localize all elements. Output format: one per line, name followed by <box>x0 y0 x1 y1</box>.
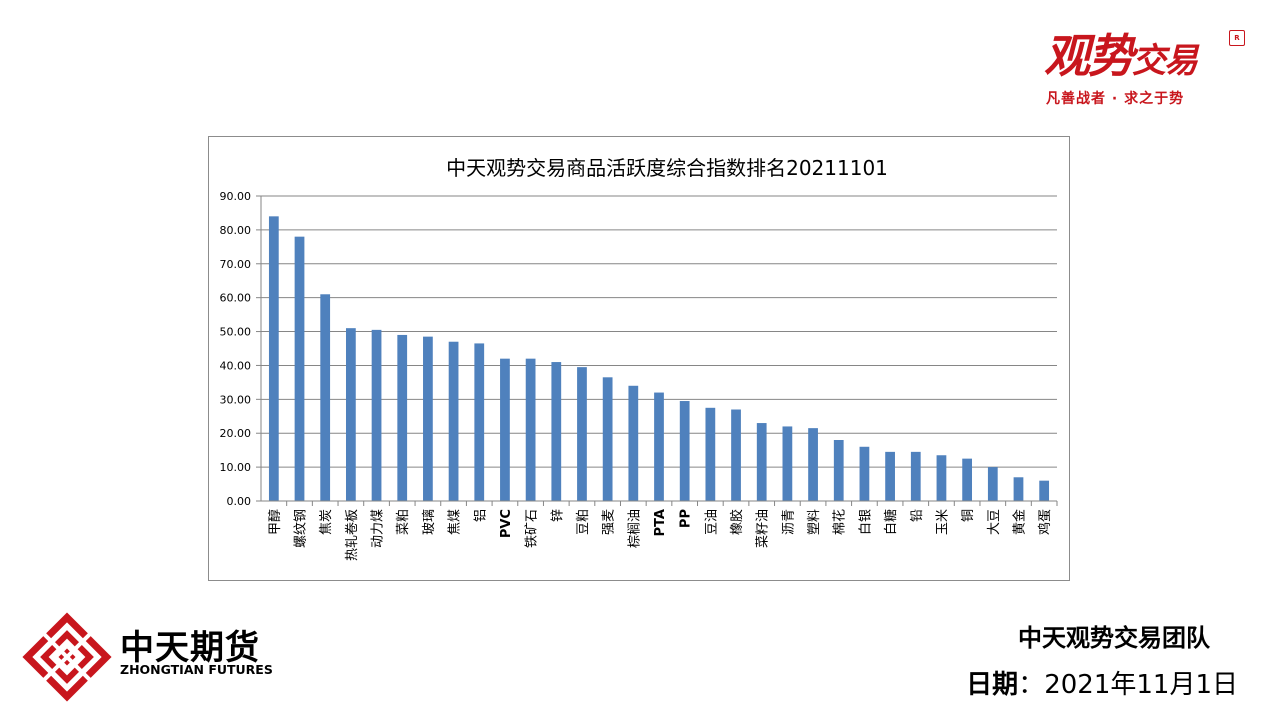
x-tick-label: 热轧卷板 <box>344 509 360 561</box>
x-tick-label: 塑料 <box>807 509 822 535</box>
bar <box>345 328 356 501</box>
bar <box>679 401 690 501</box>
zhongtian-logo-icon <box>22 612 112 702</box>
company-name-cn: 中天期货 <box>120 628 260 668</box>
x-tick-label: 白银 <box>857 509 873 535</box>
bar <box>551 362 562 501</box>
bar <box>987 467 998 501</box>
bar <box>602 377 613 501</box>
bar <box>936 455 947 501</box>
brand-slogan: 凡善战者 · 求之于势 <box>1046 91 1185 107</box>
y-tick-label: 0.00 <box>227 495 252 508</box>
x-tick-label: 螺纹钢 <box>294 509 309 548</box>
bar <box>731 409 741 501</box>
bar <box>397 334 408 501</box>
y-tick-label: 90.00 <box>220 190 252 203</box>
bar <box>859 446 870 501</box>
bar <box>628 385 639 501</box>
report-date: 日期：2021年11月1日 <box>966 664 1238 701</box>
x-tick-label: 棕榈油 <box>627 509 642 548</box>
y-tick-label: 20.00 <box>220 427 252 440</box>
company-name-en: ZHONGTIAN FUTURES <box>120 662 273 677</box>
x-tick-label: 强麦 <box>602 509 617 535</box>
bar <box>833 440 844 501</box>
bar <box>320 294 331 501</box>
x-tick-label: 黄金 <box>1011 509 1027 535</box>
x-tick-label: 铝 <box>473 509 488 522</box>
x-tick-label: 沥青 <box>781 509 796 535</box>
bar <box>1039 480 1050 501</box>
x-tick-label: 棉花 <box>832 509 848 535</box>
x-tick-label: 玉米 <box>935 509 950 535</box>
x-tick-label: 玻璃 <box>422 509 437 535</box>
y-tick-label: 70.00 <box>220 258 252 271</box>
x-tick-label: 菜籽油 <box>756 509 771 548</box>
bar <box>423 336 433 501</box>
team-name: 中天观势交易团队 <box>1018 624 1210 652</box>
bar <box>1013 477 1024 501</box>
bar <box>756 423 767 501</box>
bar <box>268 216 279 501</box>
x-tick-label: 橡胶 <box>729 509 745 535</box>
x-tick-label: 白糖 <box>883 509 899 535</box>
bar <box>525 358 536 501</box>
x-tick-label: 甲醇 <box>267 509 283 535</box>
chart-title: 中天观势交易商品活跃度综合指数排名20211101 <box>446 156 888 180</box>
x-tick-label: PTA <box>653 509 668 536</box>
bar <box>705 407 716 501</box>
bar <box>885 451 895 501</box>
bar <box>371 329 382 501</box>
registered-mark-icon: R <box>1229 30 1245 46</box>
x-tick-label: 锌 <box>550 509 565 522</box>
bar <box>474 343 485 501</box>
brand-title-small: 交易 <box>1132 41 1198 81</box>
y-tick-label: 50.00 <box>220 326 252 339</box>
bar <box>294 236 305 501</box>
x-tick-label: 动力煤 <box>371 509 386 548</box>
y-tick-label: 10.00 <box>220 461 252 474</box>
x-tick-label: PVC <box>499 509 514 538</box>
date-label: 日期 <box>966 670 1019 700</box>
bar <box>910 451 921 501</box>
x-tick-label: 鸡蛋 <box>1037 509 1053 535</box>
chart-frame: 中天观势交易商品活跃度综合指数排名20211101 0.00 10.00 20.00 3… <box>208 136 1070 581</box>
x-tick-label: 豆油 <box>704 509 719 535</box>
x-tick-label: PP <box>679 509 694 528</box>
bar <box>962 458 973 501</box>
date-separator: ： <box>1018 670 1045 700</box>
bar <box>654 392 664 501</box>
y-tick-label: 80.00 <box>220 224 252 237</box>
x-tick-label: 铅 <box>910 509 925 522</box>
x-tick-label: 焦煤 <box>448 509 463 535</box>
bar <box>782 426 793 501</box>
x-tick-label: 铁矿石 <box>525 509 540 548</box>
brand-title-main: 观势 <box>1044 29 1134 83</box>
bar <box>808 428 818 501</box>
date-value: 2021年11月1日 <box>1044 670 1238 700</box>
y-tick-label: 30.00 <box>220 393 252 406</box>
bar <box>448 341 459 501</box>
bar <box>577 367 587 501</box>
x-tick-label: 铜 <box>961 509 976 522</box>
bar-chart: 中天观势交易商品活跃度综合指数排名20211101 0.00 10.00 20.00 3… <box>220 156 1058 561</box>
x-tick-label: 菜粕 <box>396 509 411 535</box>
y-tick-label: 40.00 <box>220 359 252 372</box>
x-tick-label: 焦炭 <box>319 509 334 535</box>
x-tick-label: 豆粕 <box>576 509 591 535</box>
brand-logo-title: 观势交易 <box>1044 20 1198 86</box>
bar <box>500 358 510 501</box>
y-tick-label: 60.00 <box>220 292 252 305</box>
x-tick-label: 大豆 <box>987 509 1002 535</box>
